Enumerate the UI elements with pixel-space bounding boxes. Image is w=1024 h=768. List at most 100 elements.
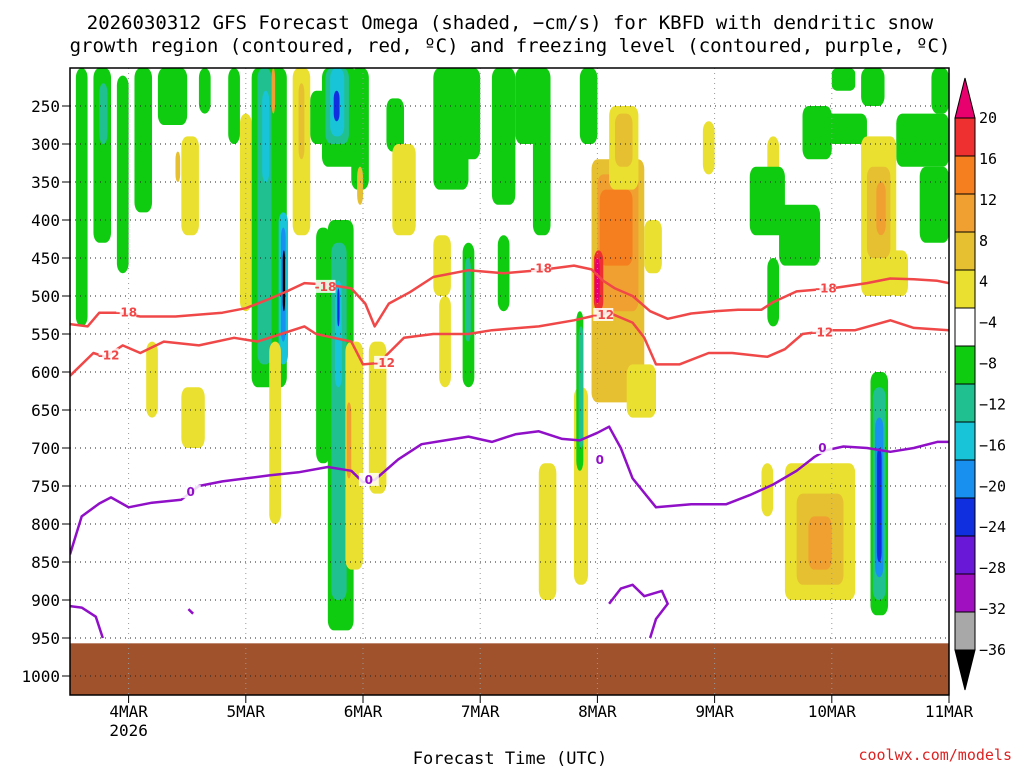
omega-cell <box>99 83 108 144</box>
omega-cell <box>808 516 832 570</box>
colorbar-segment <box>954 383 976 423</box>
freeze_0-label-bg <box>589 453 610 467</box>
dgz_minus18-label-bg <box>315 279 336 293</box>
freeze_0-label-bg <box>358 472 379 486</box>
omega-cell <box>456 68 481 160</box>
omega-cell <box>896 113 949 167</box>
omega-cell <box>351 68 369 190</box>
y-tick-label: 450 <box>31 249 60 268</box>
colorbar-label: −36 <box>979 641 1006 659</box>
omega-cell <box>334 280 342 388</box>
omega-cell <box>157 68 188 125</box>
freeze_0-label: 0 <box>365 473 373 487</box>
x-tick-label: 6MAR <box>344 702 383 721</box>
omega-cell <box>779 204 821 266</box>
omega-cell <box>269 341 281 524</box>
omega-cell <box>181 387 205 448</box>
x-tick-label: 4MAR <box>109 702 148 721</box>
y-tick-label: 600 <box>31 363 60 382</box>
colorbar-segment <box>954 421 976 461</box>
omega-cell <box>392 144 416 236</box>
x-tick-label: 7MAR <box>461 702 500 721</box>
omega-cell <box>116 75 129 274</box>
dgz_minus18-label-bg <box>116 305 137 319</box>
x-axis-label: Forecast Time (UTC) <box>413 749 607 768</box>
plot-frame <box>69 67 950 696</box>
omega-cell <box>599 189 633 266</box>
omega-cell <box>357 166 363 205</box>
omega-cell <box>820 113 867 144</box>
dgz_minus12-label: -12 <box>98 348 120 362</box>
y-tick-label: 250 <box>31 97 60 116</box>
colorbar-segment <box>954 611 976 651</box>
omega-cell <box>767 258 780 327</box>
omega-cell <box>262 90 270 182</box>
y-tick-label: 550 <box>31 325 60 344</box>
omega-shading <box>75 68 949 631</box>
dgz_minus12-label-bg <box>98 348 119 362</box>
colorbar-label: 20 <box>979 109 997 127</box>
omega-cell <box>532 90 551 236</box>
y-tick-label: 350 <box>31 173 60 192</box>
omega-cell <box>346 402 352 479</box>
omega-cell <box>134 68 153 213</box>
y-tick-label: 700 <box>31 439 60 458</box>
colorbar-label: −24 <box>979 518 1006 536</box>
omega-cell <box>919 166 949 243</box>
colorbar-label: −32 <box>979 600 1006 618</box>
omega-cell <box>702 121 715 175</box>
omega-cell <box>146 341 158 418</box>
colorbar-label: −12 <box>979 395 1006 413</box>
dgz_minus12-label-bg <box>812 325 833 339</box>
ground-fill <box>70 643 949 695</box>
omega-cell <box>491 68 516 205</box>
omega-cell <box>876 448 882 562</box>
y-tick-label: 400 <box>31 211 60 230</box>
x-tick-label: 9MAR <box>695 702 734 721</box>
colorbar-segment <box>954 231 976 271</box>
omega-cell <box>386 98 405 152</box>
colorbar-segment <box>954 269 976 309</box>
colorbar-label: −16 <box>979 436 1006 454</box>
x-tick-label: 8MAR <box>578 702 617 721</box>
omega-cell <box>298 83 305 160</box>
dgz_minus18-label: -18 <box>115 306 137 320</box>
x-tick-label: 10MAR <box>808 702 857 721</box>
omega-cell <box>831 68 856 91</box>
omega-cell <box>228 68 240 144</box>
y-tick-label: 650 <box>31 401 60 420</box>
x-tick-sublabel: 2026 <box>109 721 148 740</box>
dgz_minus18-label: -18 <box>815 281 837 295</box>
freeze_0-label-bg <box>180 485 201 499</box>
freeze_0-label: 0 <box>187 485 195 499</box>
dgz_minus18-label-bg <box>815 281 836 295</box>
dgz_minus12-label: -12 <box>812 325 834 339</box>
colorbar-segment <box>954 155 976 195</box>
omega-cell <box>439 296 451 388</box>
omega-cell <box>368 341 387 494</box>
contour-labels: -12 -12 -12 -12 -18 -18 -18 -18 0 0 0 0 <box>98 261 837 499</box>
omega-cell <box>749 166 785 236</box>
colorbar: 20 16 12 8 4 −4 −8 −12 −16 −20 −24 −28 −32 −36 <box>954 77 1006 691</box>
colorbar-label: 8 <box>979 232 988 250</box>
omega-cell <box>271 68 276 114</box>
omega-cell <box>345 341 363 570</box>
omega-cell <box>433 235 451 296</box>
omega-cell <box>876 182 886 236</box>
contour-lines <box>70 264 949 639</box>
colorbar-segment <box>954 535 976 575</box>
omega-cell <box>181 136 199 236</box>
colorbar-segment <box>954 117 976 157</box>
omega-cell <box>861 68 885 106</box>
colorbar-segment <box>954 345 976 385</box>
colorbar-segment <box>954 573 976 613</box>
dgz_minus18-contour <box>70 264 949 328</box>
y-tick-label: 800 <box>31 515 60 534</box>
y-tick-label: 750 <box>31 477 60 496</box>
dgz_minus12-label: -12 <box>373 356 395 370</box>
dgz_minus12-label-bg <box>593 308 614 321</box>
y-axis: 250 300 350 400 450 500 550 600 650 700 750 800 850 9… <box>21 97 70 686</box>
chart-title-line2: growth region (contoured, red, ºC) and f… <box>70 35 951 57</box>
colorbar-segment <box>954 497 976 537</box>
